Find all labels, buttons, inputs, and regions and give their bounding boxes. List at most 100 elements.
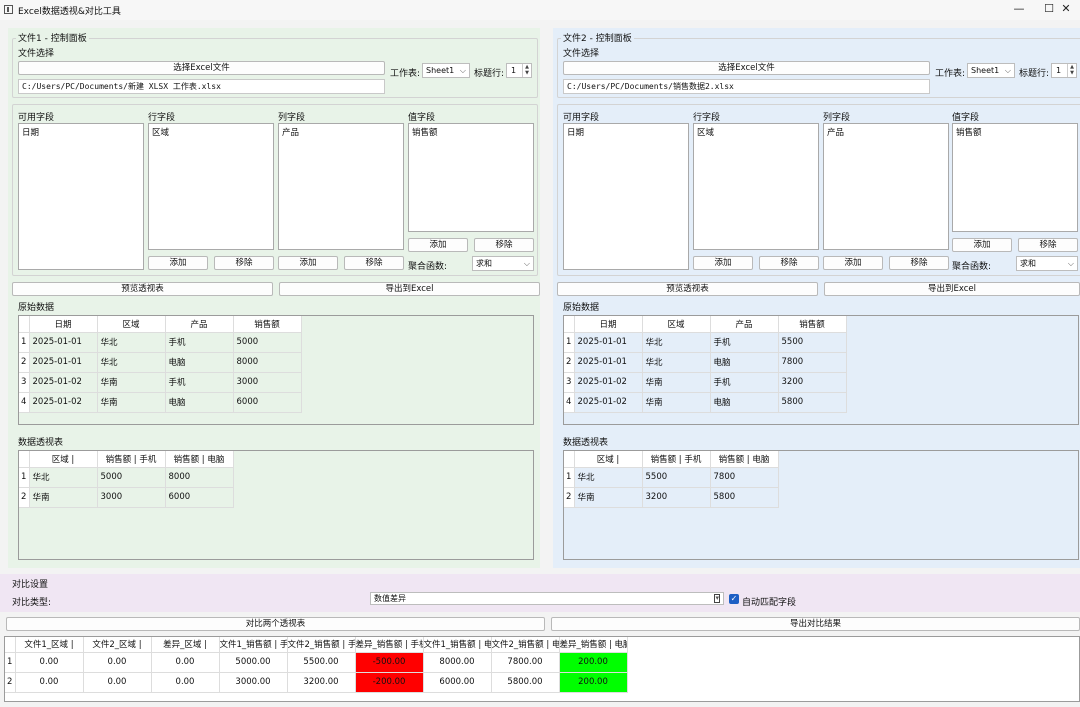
table-cell[interactable]: 华北 [29, 467, 98, 488]
file2-pivot-table[interactable]: 区域 | 销售额 | 手机 销售额 | 电脑 1 华北 5500 7800 2 华南 3200 58… [564, 451, 779, 508]
file1-pivot-table[interactable]: 区域 | 销售额 | 手机 销售额 | 电脑 1 华北 5000 8000 2 华南 3000 60… [19, 451, 234, 508]
column-header[interactable]: 销售额 [233, 316, 302, 333]
compare-button[interactable]: 对比两个透视表 [6, 617, 545, 631]
table-cell[interactable]: 8000.00 [423, 652, 492, 673]
table-row[interactable]: 2 2025-01-01 华北 电脑 8000 [19, 352, 302, 373]
column-header[interactable]: 日期 [29, 316, 98, 333]
table-cell[interactable]: 华北 [574, 467, 643, 488]
table-cell[interactable]: 电脑 [710, 392, 779, 413]
table-row[interactable]: 4 2025-01-02 华南 电脑 6000 [19, 392, 302, 413]
list-item[interactable]: 日期 [567, 128, 585, 138]
column-header[interactable]: 销售额 | 手机 [97, 451, 166, 468]
file1-col-remove-button[interactable]: 移除 [344, 256, 404, 270]
table-cell[interactable]: 2025-01-01 [29, 332, 98, 353]
table-cell[interactable]: 2025-01-01 [574, 332, 643, 353]
table-cell[interactable]: 0.00 [151, 672, 220, 693]
file1-col-add-button[interactable]: 添加 [278, 256, 338, 270]
list-item[interactable]: 销售额 [412, 128, 438, 138]
table-cell[interactable]: 0.00 [15, 672, 84, 693]
table-cell[interactable]: 华南 [642, 392, 711, 413]
table-row[interactable]: 1 2025-01-01 华北 手机 5500 [564, 332, 847, 353]
file1-row-remove-button[interactable]: 移除 [214, 256, 274, 270]
table-cell[interactable]: 华北 [97, 352, 166, 373]
file1-select-file-button[interactable]: 选择Excel文件 [18, 61, 385, 75]
column-header[interactable]: 区域 [97, 316, 166, 333]
list-item[interactable]: 日期 [22, 128, 40, 138]
file2-agg-combo[interactable]: 求和 ⌵ [1016, 256, 1078, 271]
table-cell[interactable]: 3000 [97, 487, 166, 508]
file1-header-row-spinbox[interactable]: 1 ▲ ▼ [506, 63, 532, 78]
file2-col-remove-button[interactable]: 移除 [889, 256, 949, 270]
table-cell[interactable]: 2025-01-02 [574, 372, 643, 393]
table-row[interactable]: 1 2025-01-01 华北 手机 5000 [19, 332, 302, 353]
column-header[interactable]: 区域 | [29, 451, 98, 468]
table-cell[interactable]: 2025-01-02 [574, 392, 643, 413]
table-cell[interactable]: 5000 [233, 332, 302, 353]
table-cell[interactable]: 7800 [710, 467, 779, 488]
table-cell[interactable]: 电脑 [165, 352, 234, 373]
table-cell[interactable]: 200.00 [559, 652, 628, 673]
table-cell[interactable]: 6000.00 [423, 672, 492, 693]
table-row[interactable]: 2 0.00 0.00 0.00 3000.00 3200.00 -200.00 6000.0… [5, 672, 628, 693]
file2-row-remove-button[interactable]: 移除 [759, 256, 819, 270]
table-cell[interactable]: 5800 [778, 392, 847, 413]
file1-col-list[interactable]: 产品 [278, 123, 404, 250]
file2-col-add-button[interactable]: 添加 [823, 256, 883, 270]
table-cell[interactable]: 华南 [574, 487, 643, 508]
table-row[interactable]: 2 华南 3200 5800 [564, 487, 779, 508]
column-header[interactable]: 差异_销售额 | 电脑 [559, 637, 628, 653]
file2-value-remove-button[interactable]: 移除 [1018, 238, 1078, 252]
spin-arrows-icon[interactable]: ▲ ▼ [1067, 64, 1076, 77]
file2-available-list[interactable]: 日期 [563, 123, 689, 270]
column-header[interactable]: 销售额 | 手机 [642, 451, 711, 468]
file1-row-list[interactable]: 区域 [148, 123, 274, 250]
table-cell[interactable]: 2025-01-01 [29, 352, 98, 373]
column-header[interactable]: 销售额 | 电脑 [165, 451, 234, 468]
table-cell[interactable]: 华北 [642, 332, 711, 353]
table-cell[interactable]: 华北 [642, 352, 711, 373]
file1-value-list[interactable]: 销售额 [408, 123, 534, 232]
table-cell[interactable]: 华南 [642, 372, 711, 393]
table-cell[interactable]: 华南 [97, 392, 166, 413]
column-header[interactable]: 文件2_区域 | [83, 637, 152, 653]
column-header[interactable]: 日期 [574, 316, 643, 333]
table-cell[interactable]: 5800 [710, 487, 779, 508]
table-cell[interactable]: 3000 [233, 372, 302, 393]
table-cell[interactable]: 手机 [165, 332, 234, 353]
file1-value-remove-button[interactable]: 移除 [474, 238, 534, 252]
column-header[interactable]: 差异_销售额 | 手机 [355, 637, 424, 653]
file2-raw-table[interactable]: 日期 区域 产品 销售额 1 2025-01-01 华北 手机 5500 2 2025-01-01 华… [564, 316, 847, 413]
table-cell[interactable]: 5500.00 [287, 652, 356, 673]
file2-select-file-button[interactable]: 选择Excel文件 [563, 61, 930, 75]
column-header[interactable]: 文件2_销售额 | 电脑 [491, 637, 560, 653]
table-cell[interactable]: 手机 [710, 332, 779, 353]
table-cell[interactable]: 手机 [165, 372, 234, 393]
file1-row-add-button[interactable]: 添加 [148, 256, 208, 270]
file1-raw-table[interactable]: 日期 区域 产品 销售额 1 2025-01-01 华北 手机 5000 2 2025-01-01 华… [19, 316, 302, 413]
table-row[interactable]: 3 2025-01-02 华南 手机 3200 [564, 372, 847, 393]
table-cell[interactable]: 200.00 [559, 672, 628, 693]
file1-agg-combo[interactable]: 求和 ⌵ [472, 256, 534, 271]
table-cell[interactable]: 5000 [97, 467, 166, 488]
column-header[interactable]: 产品 [165, 316, 234, 333]
list-item[interactable]: 产品 [827, 128, 845, 138]
table-cell[interactable]: 手机 [710, 372, 779, 393]
list-item[interactable]: 产品 [282, 128, 300, 138]
column-header[interactable]: 区域 | [574, 451, 643, 468]
file2-path-field[interactable]: C:/Users/PC/Documents/销售数据2.xlsx [563, 79, 930, 94]
file1-export-button[interactable]: 导出到Excel [279, 282, 540, 296]
table-cell[interactable]: 华北 [97, 332, 166, 353]
table-cell[interactable]: 0.00 [83, 672, 152, 693]
file1-path-field[interactable]: C:/Users/PC/Documents/新建 XLSX 工作表.xlsx [18, 79, 385, 94]
compare-type-combo[interactable]: 数值差异 ▾ [370, 592, 724, 605]
table-cell[interactable]: 5000.00 [219, 652, 288, 673]
table-row[interactable]: 4 2025-01-02 华南 电脑 5800 [564, 392, 847, 413]
file2-row-list[interactable]: 区域 [693, 123, 819, 250]
table-cell[interactable]: 5800.00 [491, 672, 560, 693]
table-cell[interactable]: 电脑 [165, 392, 234, 413]
file2-preview-button[interactable]: 预览透视表 [557, 282, 818, 296]
table-cell[interactable]: 8000 [165, 467, 234, 488]
column-header[interactable]: 区域 [642, 316, 711, 333]
column-header[interactable]: 产品 [710, 316, 779, 333]
table-cell[interactable]: 2025-01-01 [574, 352, 643, 373]
